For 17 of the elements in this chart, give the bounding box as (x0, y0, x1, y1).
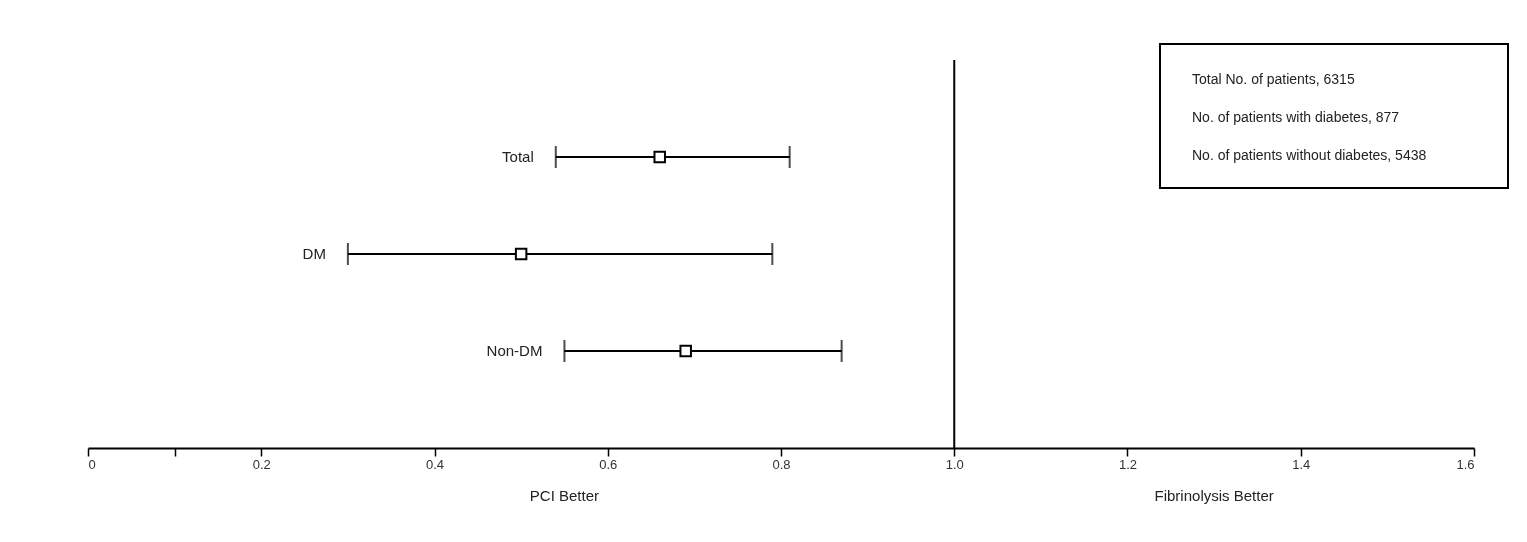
x-tick-label: 1.0 (945, 456, 964, 472)
x-tick-label: 0.6 (599, 456, 618, 472)
x-tick-label: 0.4 (425, 456, 445, 472)
annotation: Total No. of patients, 6315 (1192, 71, 1355, 87)
x-tick-label: 1.4 (1292, 456, 1311, 472)
x-tick-label: 0.2 (252, 456, 271, 472)
x-tick-label: 1.2 (1118, 456, 1138, 472)
annotation: No. of patients with diabetes, 877 (1192, 109, 1400, 125)
x-tick-label: 0 (88, 456, 96, 472)
y-tick-label: DM (302, 245, 326, 262)
y-tick-label: Non-DM (486, 342, 543, 359)
x-tick-label: 1.6 (1456, 456, 1475, 472)
y-tick-label: Total (502, 148, 534, 165)
text: PCI Better (529, 487, 600, 504)
x-tick-label: 0.8 (772, 456, 791, 472)
text: Fibrinolysis Better (1154, 487, 1274, 504)
annotation: No. of patients without diabetes, 5438 (1192, 147, 1427, 163)
